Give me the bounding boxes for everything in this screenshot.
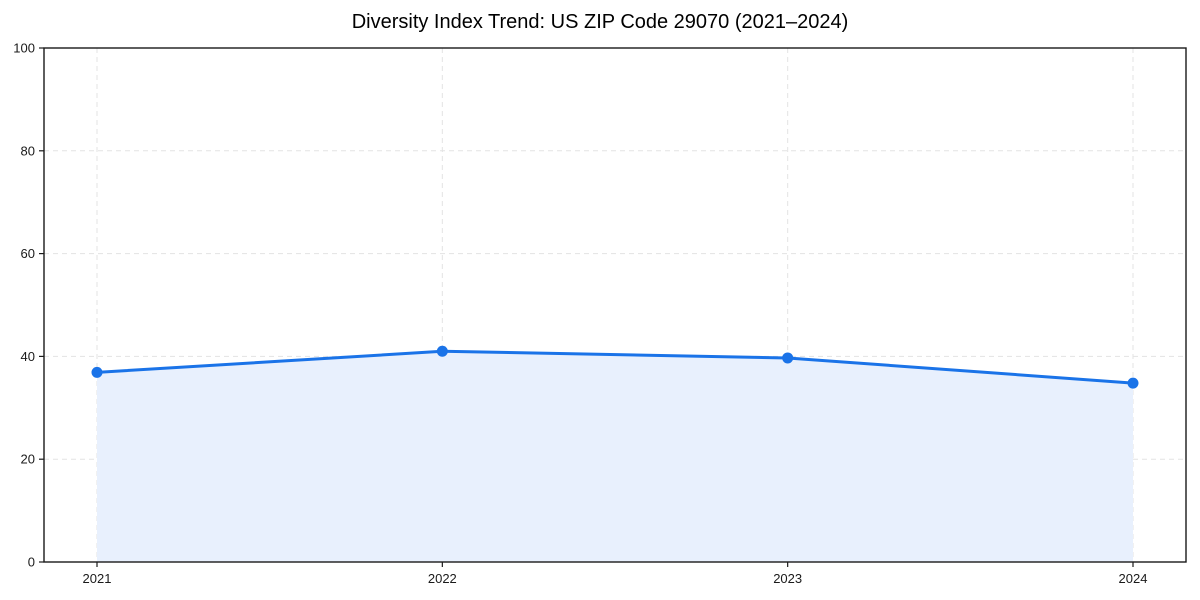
- data-point-2021: [91, 366, 103, 378]
- x-tick-label: 2021: [83, 571, 112, 586]
- plot-border: [43, 47, 1187, 563]
- data-point-2024: [1127, 377, 1139, 389]
- y-tick-label: 80: [21, 143, 35, 158]
- area-fill: [97, 351, 1133, 562]
- x-tick-label: 2023: [773, 571, 802, 586]
- trend-line: [95, 349, 1135, 385]
- y-tick-label: 100: [13, 41, 35, 56]
- x-tick-label: 2022: [428, 571, 457, 586]
- y-tick-label: 60: [21, 246, 35, 261]
- y-tick-label: 0: [28, 555, 35, 570]
- y-tick-label: 40: [21, 349, 35, 364]
- chart-title: Diversity Index Trend: US ZIP Code 29070…: [351, 11, 849, 33]
- x-tick-label: 2024: [1119, 571, 1148, 586]
- data-point-2022: [436, 345, 448, 357]
- y-tick-label: 20: [21, 452, 35, 467]
- data-point-2023: [782, 352, 794, 364]
